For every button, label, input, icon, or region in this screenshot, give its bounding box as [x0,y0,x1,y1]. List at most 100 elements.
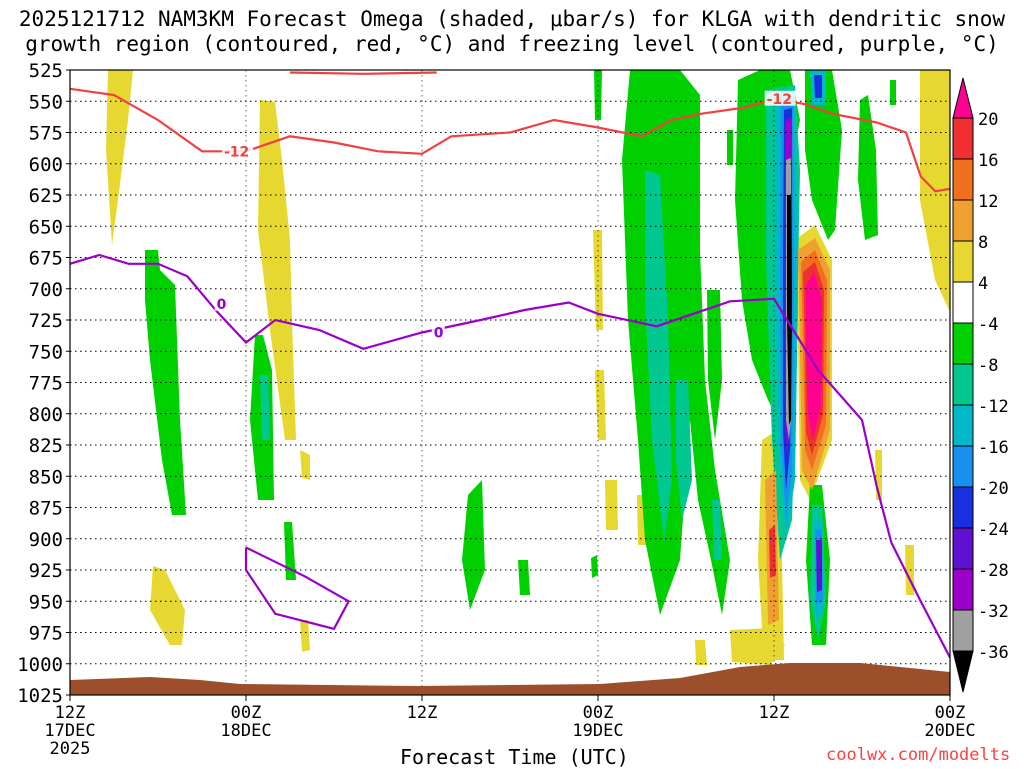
contour-labels: -12 -12 0 0 [214,90,796,342]
colorbar-label: 16 [978,151,998,171]
colorbar-label: -16 [978,438,1009,458]
omega-negative-region [518,560,530,595]
colorbar-label: 4 [978,274,988,294]
colorbar-swatch [952,322,974,365]
colorbar-swatch [952,281,974,324]
x-tick-label: 00Z [231,703,262,723]
y-tick-label: 925 [29,560,63,582]
colorbar-label: -8 [978,356,998,376]
colorbar-label: -24 [978,520,1009,540]
y-tick-label: 775 [29,373,63,395]
x-tick-label: 19DEC [572,721,623,741]
colorbar-label: -12 [978,397,1009,417]
y-tick-label: 950 [29,591,63,613]
contour-label: -12 [224,144,249,160]
omega-negative-region [858,95,878,240]
omega-negative-region [814,75,822,98]
y-tick-label: 1000 [17,654,63,676]
colorbar-swatch [952,486,974,529]
y-tick-label: 675 [29,248,63,270]
omega-negative-region [284,522,296,580]
colorbar-swatch [952,158,974,201]
x-tick-label: 20DEC [924,721,975,741]
omega-maximum-ascent-core [787,195,792,425]
contour-label-bg [222,143,253,159]
colorbar-label: -28 [978,561,1009,581]
y-tick-label: 575 [29,123,63,145]
contour-red [289,71,437,75]
colorbar-bottom-arrow [952,650,974,693]
y-tick-label: 750 [29,341,63,363]
y-tick-label: 850 [29,466,63,488]
contour-label: 0 [434,326,444,342]
omega-maximum-descent-core [806,272,822,440]
site-credit: coolwx.com/modelts [826,745,1011,765]
omega-positive-region [150,566,185,645]
y-tick-label: 725 [29,310,63,332]
grid [69,69,951,696]
colorbar-swatch [952,527,974,570]
y-tick-label: 800 [29,404,63,426]
y-tick-label: 825 [29,435,63,457]
colorbar-label: -36 [978,643,1009,663]
y-tick-label: 700 [29,279,63,301]
x-tick-label: 12Z [407,703,438,723]
contour-label: 0 [217,297,227,313]
x-tick-label: 12Z [55,703,86,723]
colorbar-swatch [952,404,974,447]
omega-negative-region [645,170,672,540]
x-tick-label: 2025 [50,739,91,759]
omega-positive-region [300,450,310,480]
omega-negative-region [462,480,485,610]
chart-title-line1: 2025121712 NAM3KM Forecast Omega (shaded… [18,7,1006,31]
contour-purple [244,546,351,631]
contour-label-bg [214,295,228,311]
colorbar-label: -4 [978,315,998,335]
omega-negative-region [890,80,896,105]
omega-positive-region [695,640,707,665]
colorbar-swatch [952,363,974,406]
colorbar-swatch [952,199,974,242]
omega-negative-region [591,555,598,578]
contour-purple [70,253,950,659]
colorbar: 20 16 12 8 4 -4 -8 -12 -16 -20 -24 -28 -32 -36 [952,77,1009,693]
colorbar-swatch [952,117,974,160]
colorbar-swatch [952,445,974,488]
y-tick-label: 975 [29,623,63,645]
omega-positive-region [605,480,618,530]
omega-positive-region [106,70,133,245]
omega-negative-region [816,540,822,592]
omega-positive-region [258,100,296,440]
y-tick-label: 650 [29,216,63,238]
omega-positive-region [300,620,310,652]
omega-negative-region [805,70,842,240]
colorbar-label: 8 [978,233,988,253]
x-tick-label: 17DEC [44,721,95,741]
contour-label: -12 [767,92,792,108]
y-axis: 525 550 575 600 625 650 675 700 725 750 775 800 825 8… [17,60,70,707]
colorbar-label: -32 [978,602,1009,622]
colorbar-label: 20 [978,110,998,130]
y-tick-label: 900 [29,529,63,551]
colorbar-swatch [952,609,974,652]
y-tick-label: 525 [29,60,63,82]
colorbar-top-arrow [952,77,974,119]
y-tick-label: 625 [29,185,63,207]
contour-label-bg [431,324,445,340]
x-tick-label: 12Z [759,703,790,723]
contour-label-bg [764,90,796,106]
colorbar-label: 12 [978,192,998,212]
omega-negative-region [712,500,722,560]
terrain-below-ground [70,663,950,695]
x-tick-label: 18DEC [220,721,271,741]
colorbar-swatch [952,568,974,611]
x-tick-label: 00Z [935,703,966,723]
colorbar-swatch [952,240,974,283]
y-tick-label: 550 [29,91,63,113]
chart-title-line2: growth region (contoured, red, °C) and f… [25,32,999,56]
omega-negative-region [260,375,270,440]
omega-negative-region [727,130,733,165]
colorbar-label: -20 [978,479,1009,499]
